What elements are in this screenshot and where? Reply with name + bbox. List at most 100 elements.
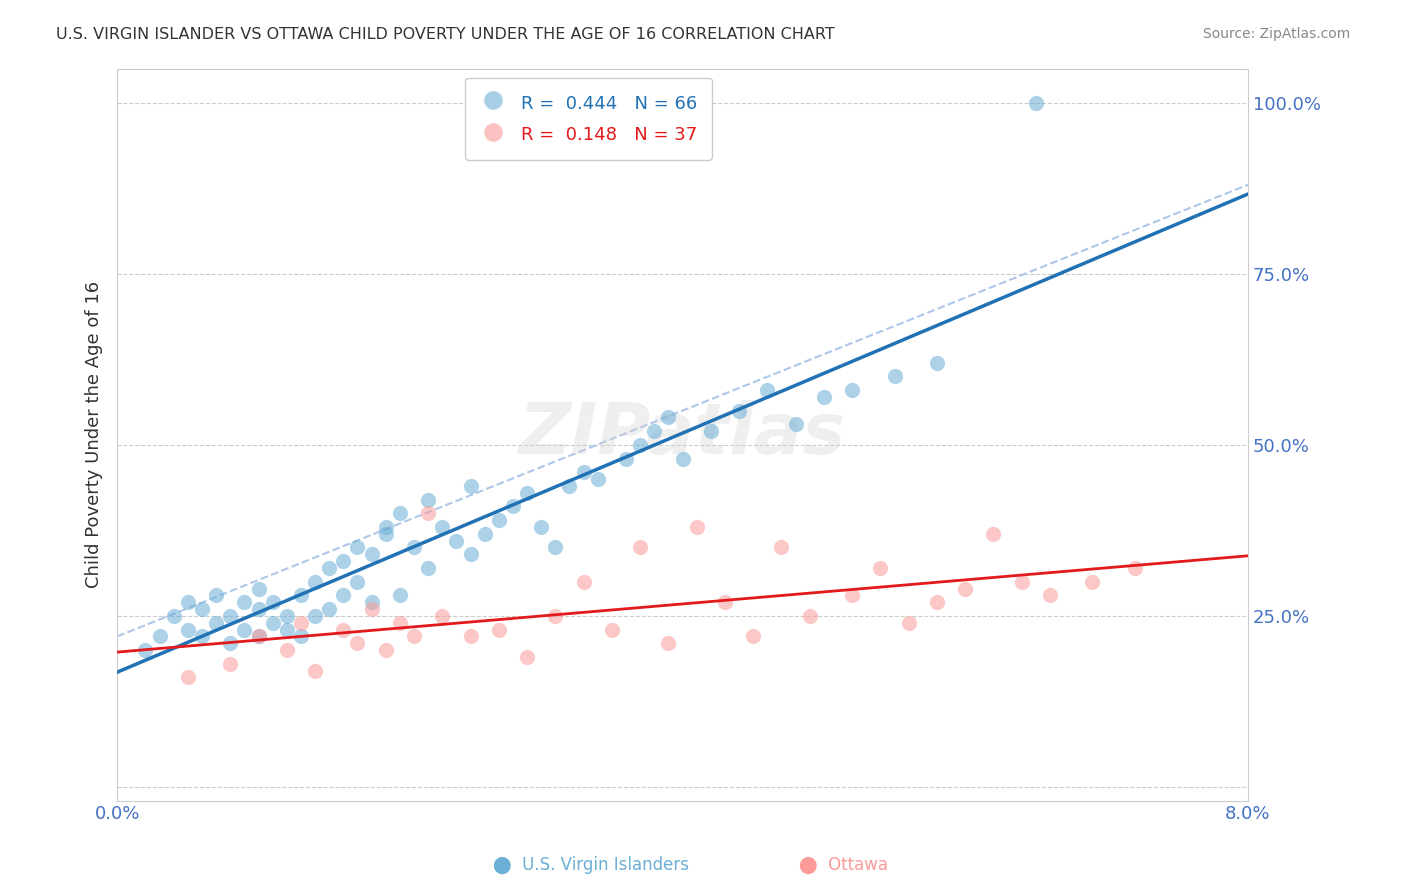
Point: [402, 541, 425, 555]
Point: [318, 602, 340, 616]
Point: [897, 615, 920, 630]
Point: [290, 615, 312, 630]
Point: [332, 554, 354, 568]
Point: [346, 574, 368, 589]
Point: [177, 670, 200, 684]
Point: [488, 513, 510, 527]
Point: [714, 595, 737, 609]
Point: [614, 451, 637, 466]
Point: [416, 492, 439, 507]
Point: [233, 595, 256, 609]
Point: [1081, 574, 1104, 589]
Point: [247, 629, 270, 643]
Point: [813, 390, 835, 404]
Point: [572, 574, 595, 589]
Legend: R =  0.444   N = 66, R =  0.148   N = 37: R = 0.444 N = 66, R = 0.148 N = 37: [465, 78, 711, 160]
Point: [304, 664, 326, 678]
Point: [530, 520, 553, 534]
Point: [841, 588, 863, 602]
Point: [600, 623, 623, 637]
Point: [233, 623, 256, 637]
Point: [402, 629, 425, 643]
Point: [388, 615, 411, 630]
Point: [416, 561, 439, 575]
Point: [460, 479, 482, 493]
Point: [374, 643, 396, 657]
Point: [446, 533, 468, 548]
Point: [841, 383, 863, 397]
Point: [742, 629, 765, 643]
Point: [247, 629, 270, 643]
Point: [643, 424, 665, 438]
Point: [799, 608, 821, 623]
Point: [953, 582, 976, 596]
Point: [785, 417, 807, 432]
Point: [1123, 561, 1146, 575]
Text: ZIPatlas: ZIPatlas: [519, 401, 846, 469]
Point: [700, 424, 723, 438]
Point: [374, 526, 396, 541]
Point: [869, 561, 891, 575]
Point: [657, 410, 679, 425]
Point: [544, 608, 567, 623]
Point: [1011, 574, 1033, 589]
Text: ⬤  U.S. Virgin Islanders: ⬤ U.S. Virgin Islanders: [492, 856, 689, 874]
Point: [925, 595, 948, 609]
Point: [460, 629, 482, 643]
Point: [177, 623, 200, 637]
Point: [332, 588, 354, 602]
Point: [346, 636, 368, 650]
Point: [685, 520, 707, 534]
Point: [432, 520, 454, 534]
Point: [262, 615, 284, 630]
Point: [388, 588, 411, 602]
Point: [983, 526, 1005, 541]
Point: [474, 526, 496, 541]
Point: [925, 356, 948, 370]
Point: [657, 636, 679, 650]
Point: [728, 403, 751, 417]
Point: [262, 595, 284, 609]
Point: [219, 636, 242, 650]
Point: [558, 479, 581, 493]
Point: [219, 608, 242, 623]
Point: [247, 602, 270, 616]
Point: [516, 485, 538, 500]
Point: [544, 541, 567, 555]
Point: [346, 541, 368, 555]
Point: [432, 608, 454, 623]
Point: [360, 595, 382, 609]
Point: [628, 541, 651, 555]
Text: Source: ZipAtlas.com: Source: ZipAtlas.com: [1202, 27, 1350, 41]
Point: [247, 582, 270, 596]
Point: [191, 629, 214, 643]
Point: [488, 623, 510, 637]
Point: [1039, 588, 1062, 602]
Point: [290, 629, 312, 643]
Point: [671, 451, 693, 466]
Point: [149, 629, 172, 643]
Point: [219, 657, 242, 671]
Point: [416, 506, 439, 520]
Point: [360, 602, 382, 616]
Point: [756, 383, 779, 397]
Point: [191, 602, 214, 616]
Point: [205, 615, 228, 630]
Point: [304, 608, 326, 623]
Point: [360, 547, 382, 561]
Point: [388, 506, 411, 520]
Point: [134, 643, 156, 657]
Point: [276, 643, 298, 657]
Point: [516, 649, 538, 664]
Point: [304, 574, 326, 589]
Point: [177, 595, 200, 609]
Point: [572, 465, 595, 479]
Point: [502, 500, 524, 514]
Point: [205, 588, 228, 602]
Point: [290, 588, 312, 602]
Y-axis label: Child Poverty Under the Age of 16: Child Poverty Under the Age of 16: [86, 281, 103, 588]
Text: ⬤  Ottawa: ⬤ Ottawa: [799, 856, 889, 874]
Point: [374, 520, 396, 534]
Point: [586, 472, 609, 486]
Text: U.S. VIRGIN ISLANDER VS OTTAWA CHILD POVERTY UNDER THE AGE OF 16 CORRELATION CHA: U.S. VIRGIN ISLANDER VS OTTAWA CHILD POV…: [56, 27, 835, 42]
